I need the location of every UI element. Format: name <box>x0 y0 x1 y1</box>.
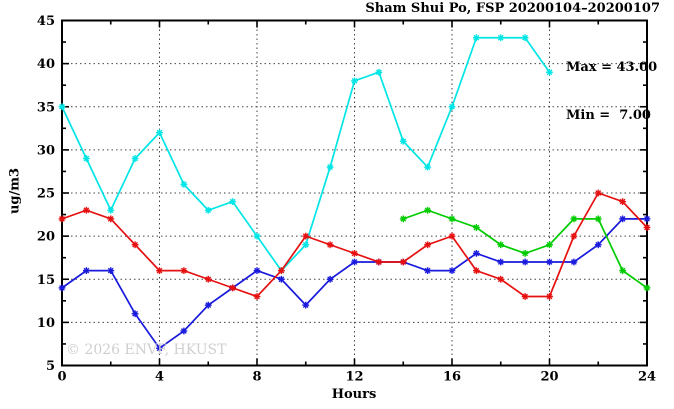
x-tick-label: 12 <box>345 370 363 385</box>
y-tick-label: 45 <box>37 14 55 29</box>
x-tick-label: 0 <box>57 370 66 385</box>
stats-annotation: Max = 43.00 Min = 7.00 <box>566 28 657 156</box>
min-value-label: Min = 7.00 <box>566 108 651 123</box>
series-day-20200106-green <box>402 209 648 289</box>
y-tick-label: 5 <box>46 359 55 374</box>
chart-title: Sham Shui Po, FSP 20200104–20200107 <box>365 1 660 16</box>
y-tick-label: 20 <box>37 230 55 245</box>
x-tick-label: 20 <box>540 370 558 385</box>
y-tick-label: 30 <box>37 143 55 158</box>
x-axis-title: Hours <box>331 387 377 402</box>
x-tick-label: 24 <box>638 370 656 385</box>
y-tick-label: 15 <box>37 273 55 288</box>
series-day-20200107-red <box>61 191 648 298</box>
max-value-label: Max = 43.00 <box>566 60 658 75</box>
x-tick-label: 16 <box>443 370 461 385</box>
watermark: © 2026 ENVF, HKUST <box>66 342 227 358</box>
y-tick-label: 25 <box>37 187 55 202</box>
y-tick-label: 35 <box>37 100 55 115</box>
series-day-20200105-blue <box>61 218 647 350</box>
y-tick-label: 10 <box>37 316 55 331</box>
x-tick-label: 4 <box>155 370 164 385</box>
y-axis-title: ug/m3 <box>7 167 23 215</box>
y-tick-label: 40 <box>37 57 55 72</box>
x-tick-label: 8 <box>252 370 261 385</box>
